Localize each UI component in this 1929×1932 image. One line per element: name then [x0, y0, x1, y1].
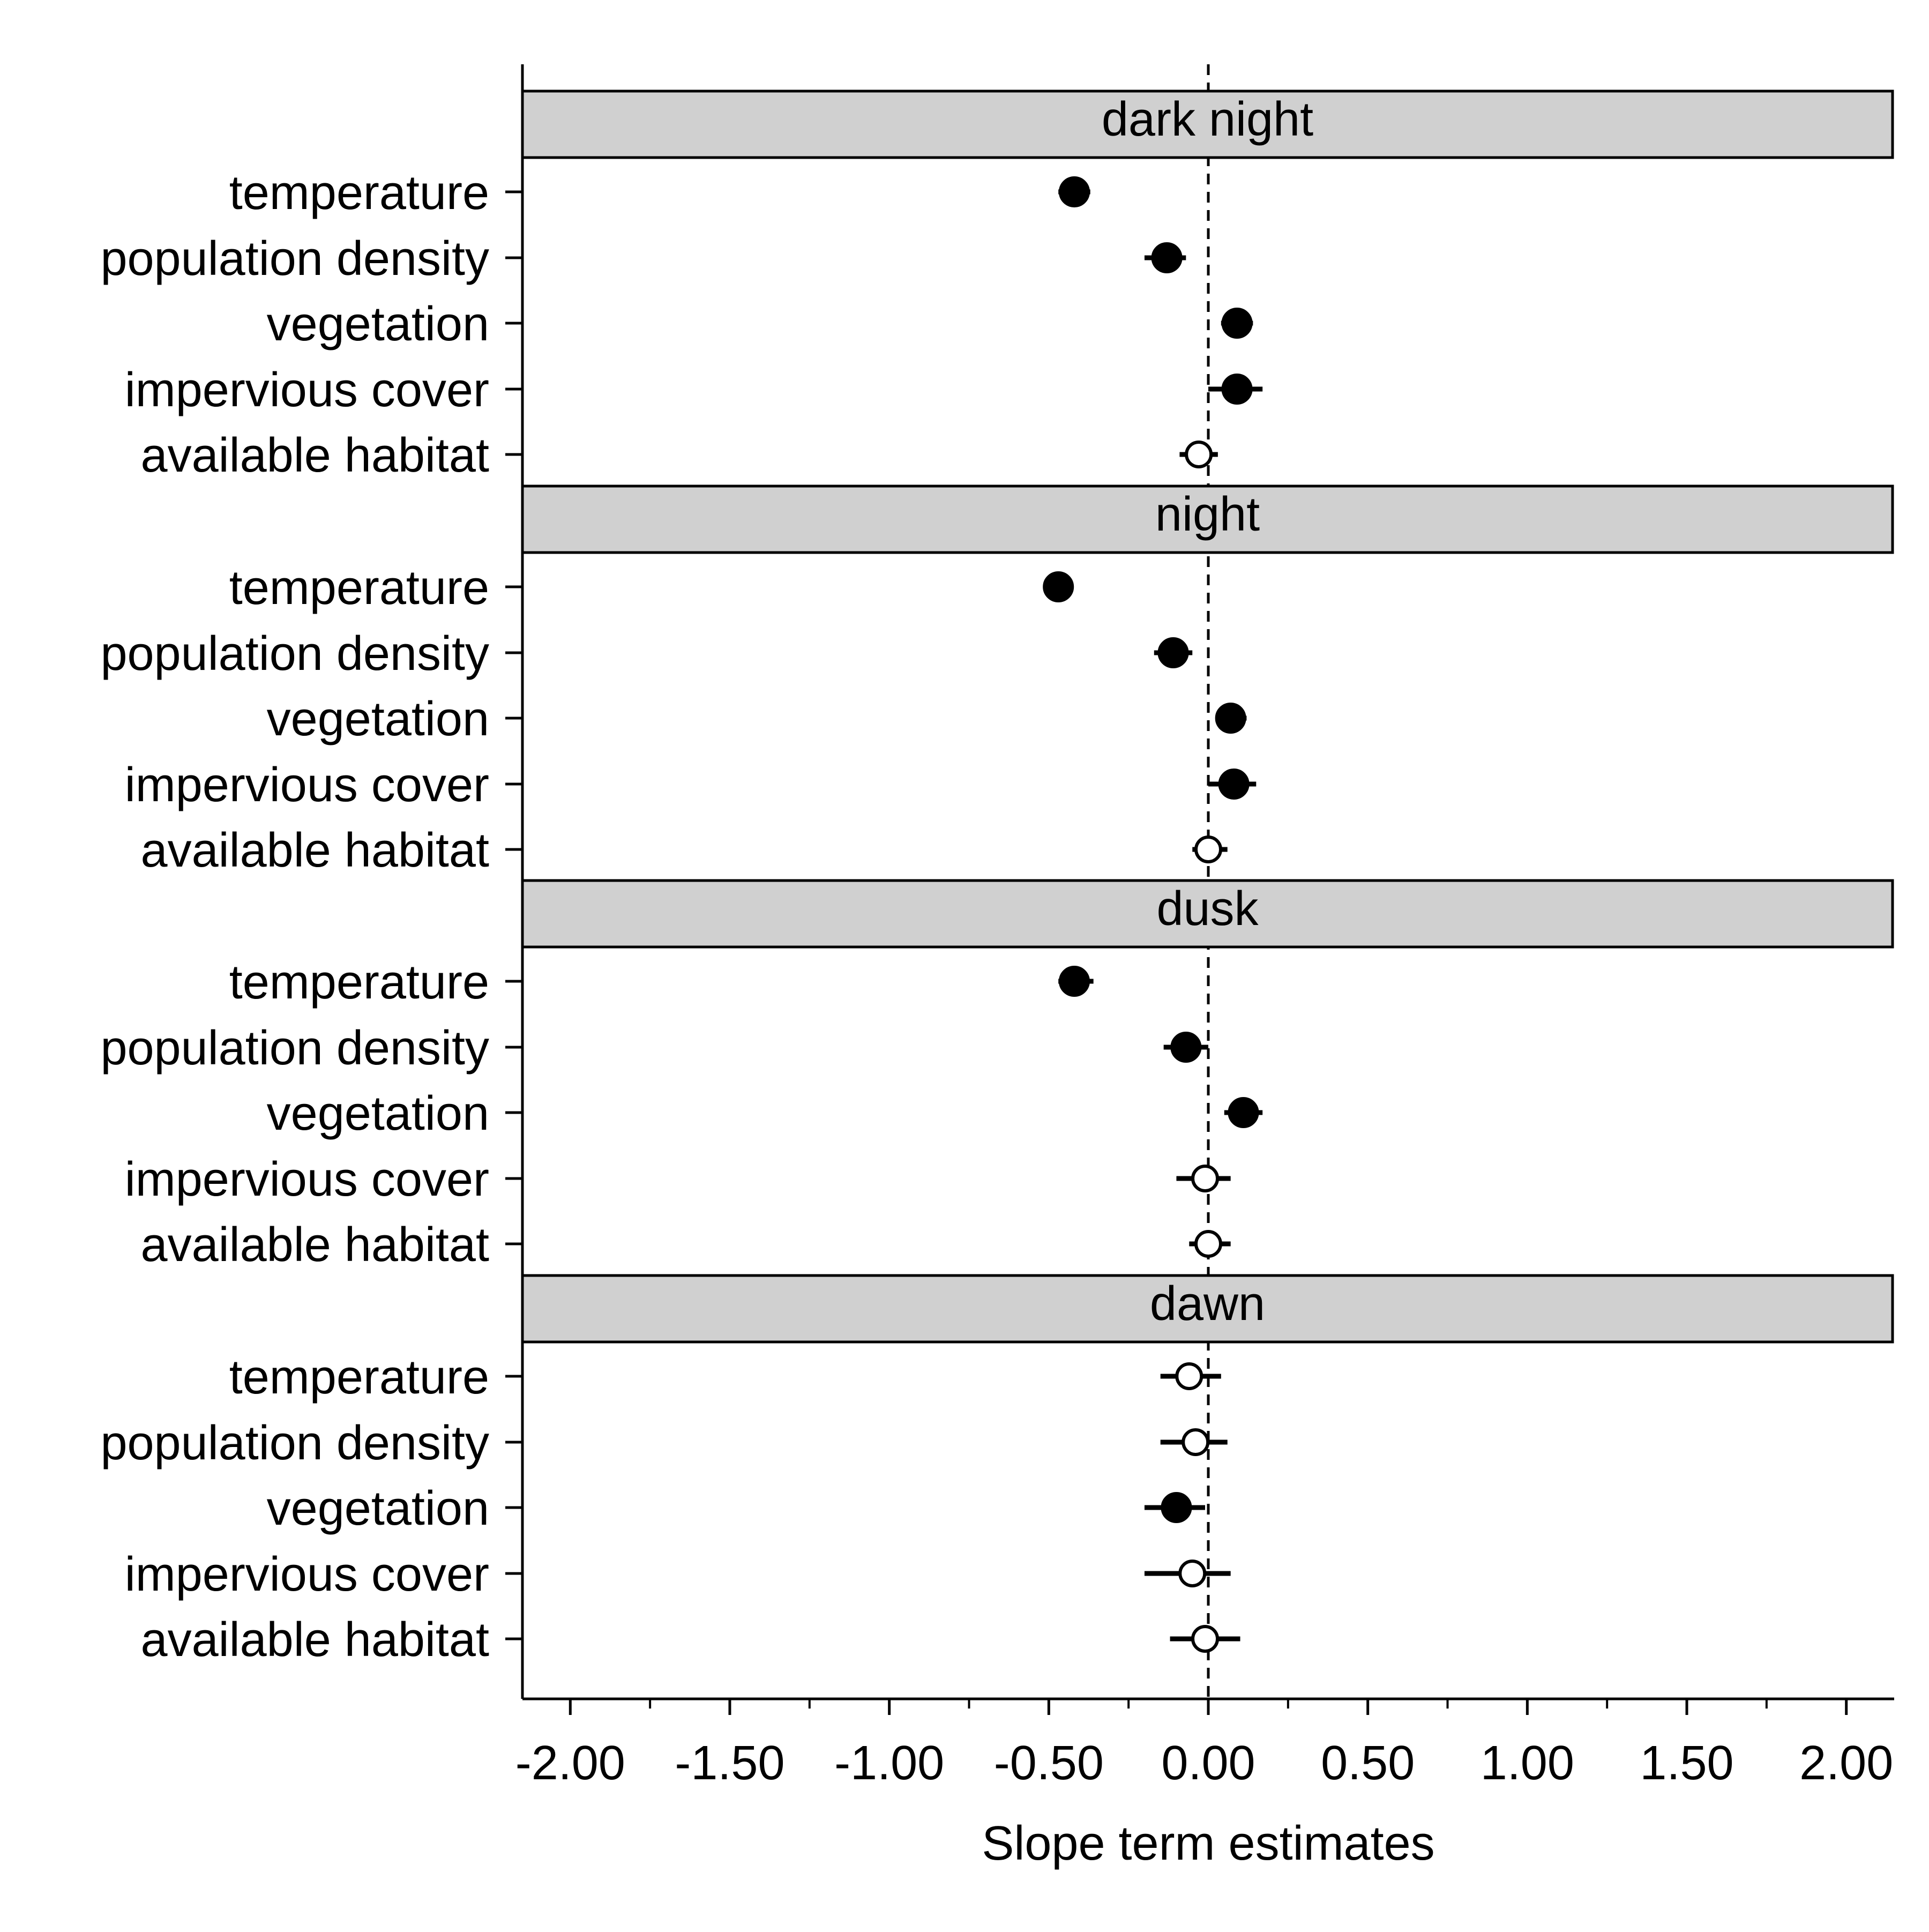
estimate-point: [1058, 966, 1090, 997]
estimate-point: [1178, 1560, 1207, 1587]
facet-strip: [521, 1274, 1894, 1344]
y-tick-label: population density: [100, 1021, 489, 1075]
estimate-point: [1191, 1625, 1220, 1653]
estimate-point: [1043, 571, 1074, 602]
estimate-point: [1182, 1428, 1210, 1456]
x-axis-title: Slope term estimates: [982, 1817, 1434, 1870]
facet-label: night: [1155, 488, 1260, 541]
y-tick-label: population density: [100, 232, 489, 286]
facet-strip: [521, 89, 1894, 159]
y-tick-label: population density: [100, 627, 489, 681]
y-tick-label: impervious cover: [125, 363, 489, 417]
estimate-point: [1185, 441, 1213, 468]
y-tick-label: impervious cover: [125, 1548, 489, 1601]
estimate-point: [1175, 1362, 1203, 1390]
y-tick-label: vegetation: [267, 297, 489, 351]
y-tick-label: vegetation: [267, 1482, 489, 1535]
estimate-point: [1191, 1165, 1220, 1192]
y-tick-label: temperature: [229, 956, 489, 1009]
y-tick-label: impervious cover: [125, 1153, 489, 1206]
estimate-point: [1221, 374, 1253, 405]
estimate-point: [1157, 637, 1189, 668]
facet-strip: [521, 484, 1894, 554]
x-tick-label: -1.00: [834, 1736, 944, 1790]
estimate-point: [1194, 836, 1222, 863]
estimate-point: [1228, 1097, 1259, 1128]
x-tick-label: -1.50: [675, 1736, 784, 1790]
x-tick-label: -0.50: [994, 1736, 1104, 1790]
estimate-point: [1215, 703, 1246, 734]
x-tick-label: 0.50: [1321, 1736, 1415, 1790]
y-tick-label: vegetation: [267, 1087, 489, 1140]
estimate-point: [1161, 1492, 1192, 1523]
x-tick-label: 1.50: [1640, 1736, 1733, 1790]
facet-label: dusk: [1156, 882, 1259, 936]
y-tick-label: temperature: [229, 1351, 489, 1404]
estimate-point: [1194, 1230, 1222, 1258]
x-tick-label: 0.00: [1161, 1736, 1255, 1790]
y-tick-label: vegetation: [267, 692, 489, 746]
estimate-point: [1058, 176, 1090, 207]
y-tick-label: temperature: [229, 561, 489, 615]
estimate-point: [1170, 1032, 1202, 1063]
estimate-point: [1151, 242, 1183, 273]
y-tick-label: available habitat: [141, 429, 489, 482]
estimate-point: [1218, 769, 1250, 800]
y-tick-label: impervious cover: [125, 758, 489, 812]
facet-strip: [521, 879, 1894, 949]
x-tick-label: 2.00: [1799, 1736, 1893, 1790]
x-tick-label: -2.00: [515, 1736, 625, 1790]
x-tick-label: 1.00: [1481, 1736, 1574, 1790]
facet-label: dawn: [1150, 1277, 1265, 1331]
estimate-point: [1221, 308, 1253, 339]
facet-label: dark night: [1102, 93, 1313, 146]
y-tick-label: available habitat: [141, 824, 489, 877]
y-tick-label: temperature: [229, 166, 489, 220]
y-tick-label: population density: [100, 1416, 489, 1470]
y-tick-label: available habitat: [141, 1218, 489, 1272]
y-tick-label: available habitat: [141, 1613, 489, 1667]
